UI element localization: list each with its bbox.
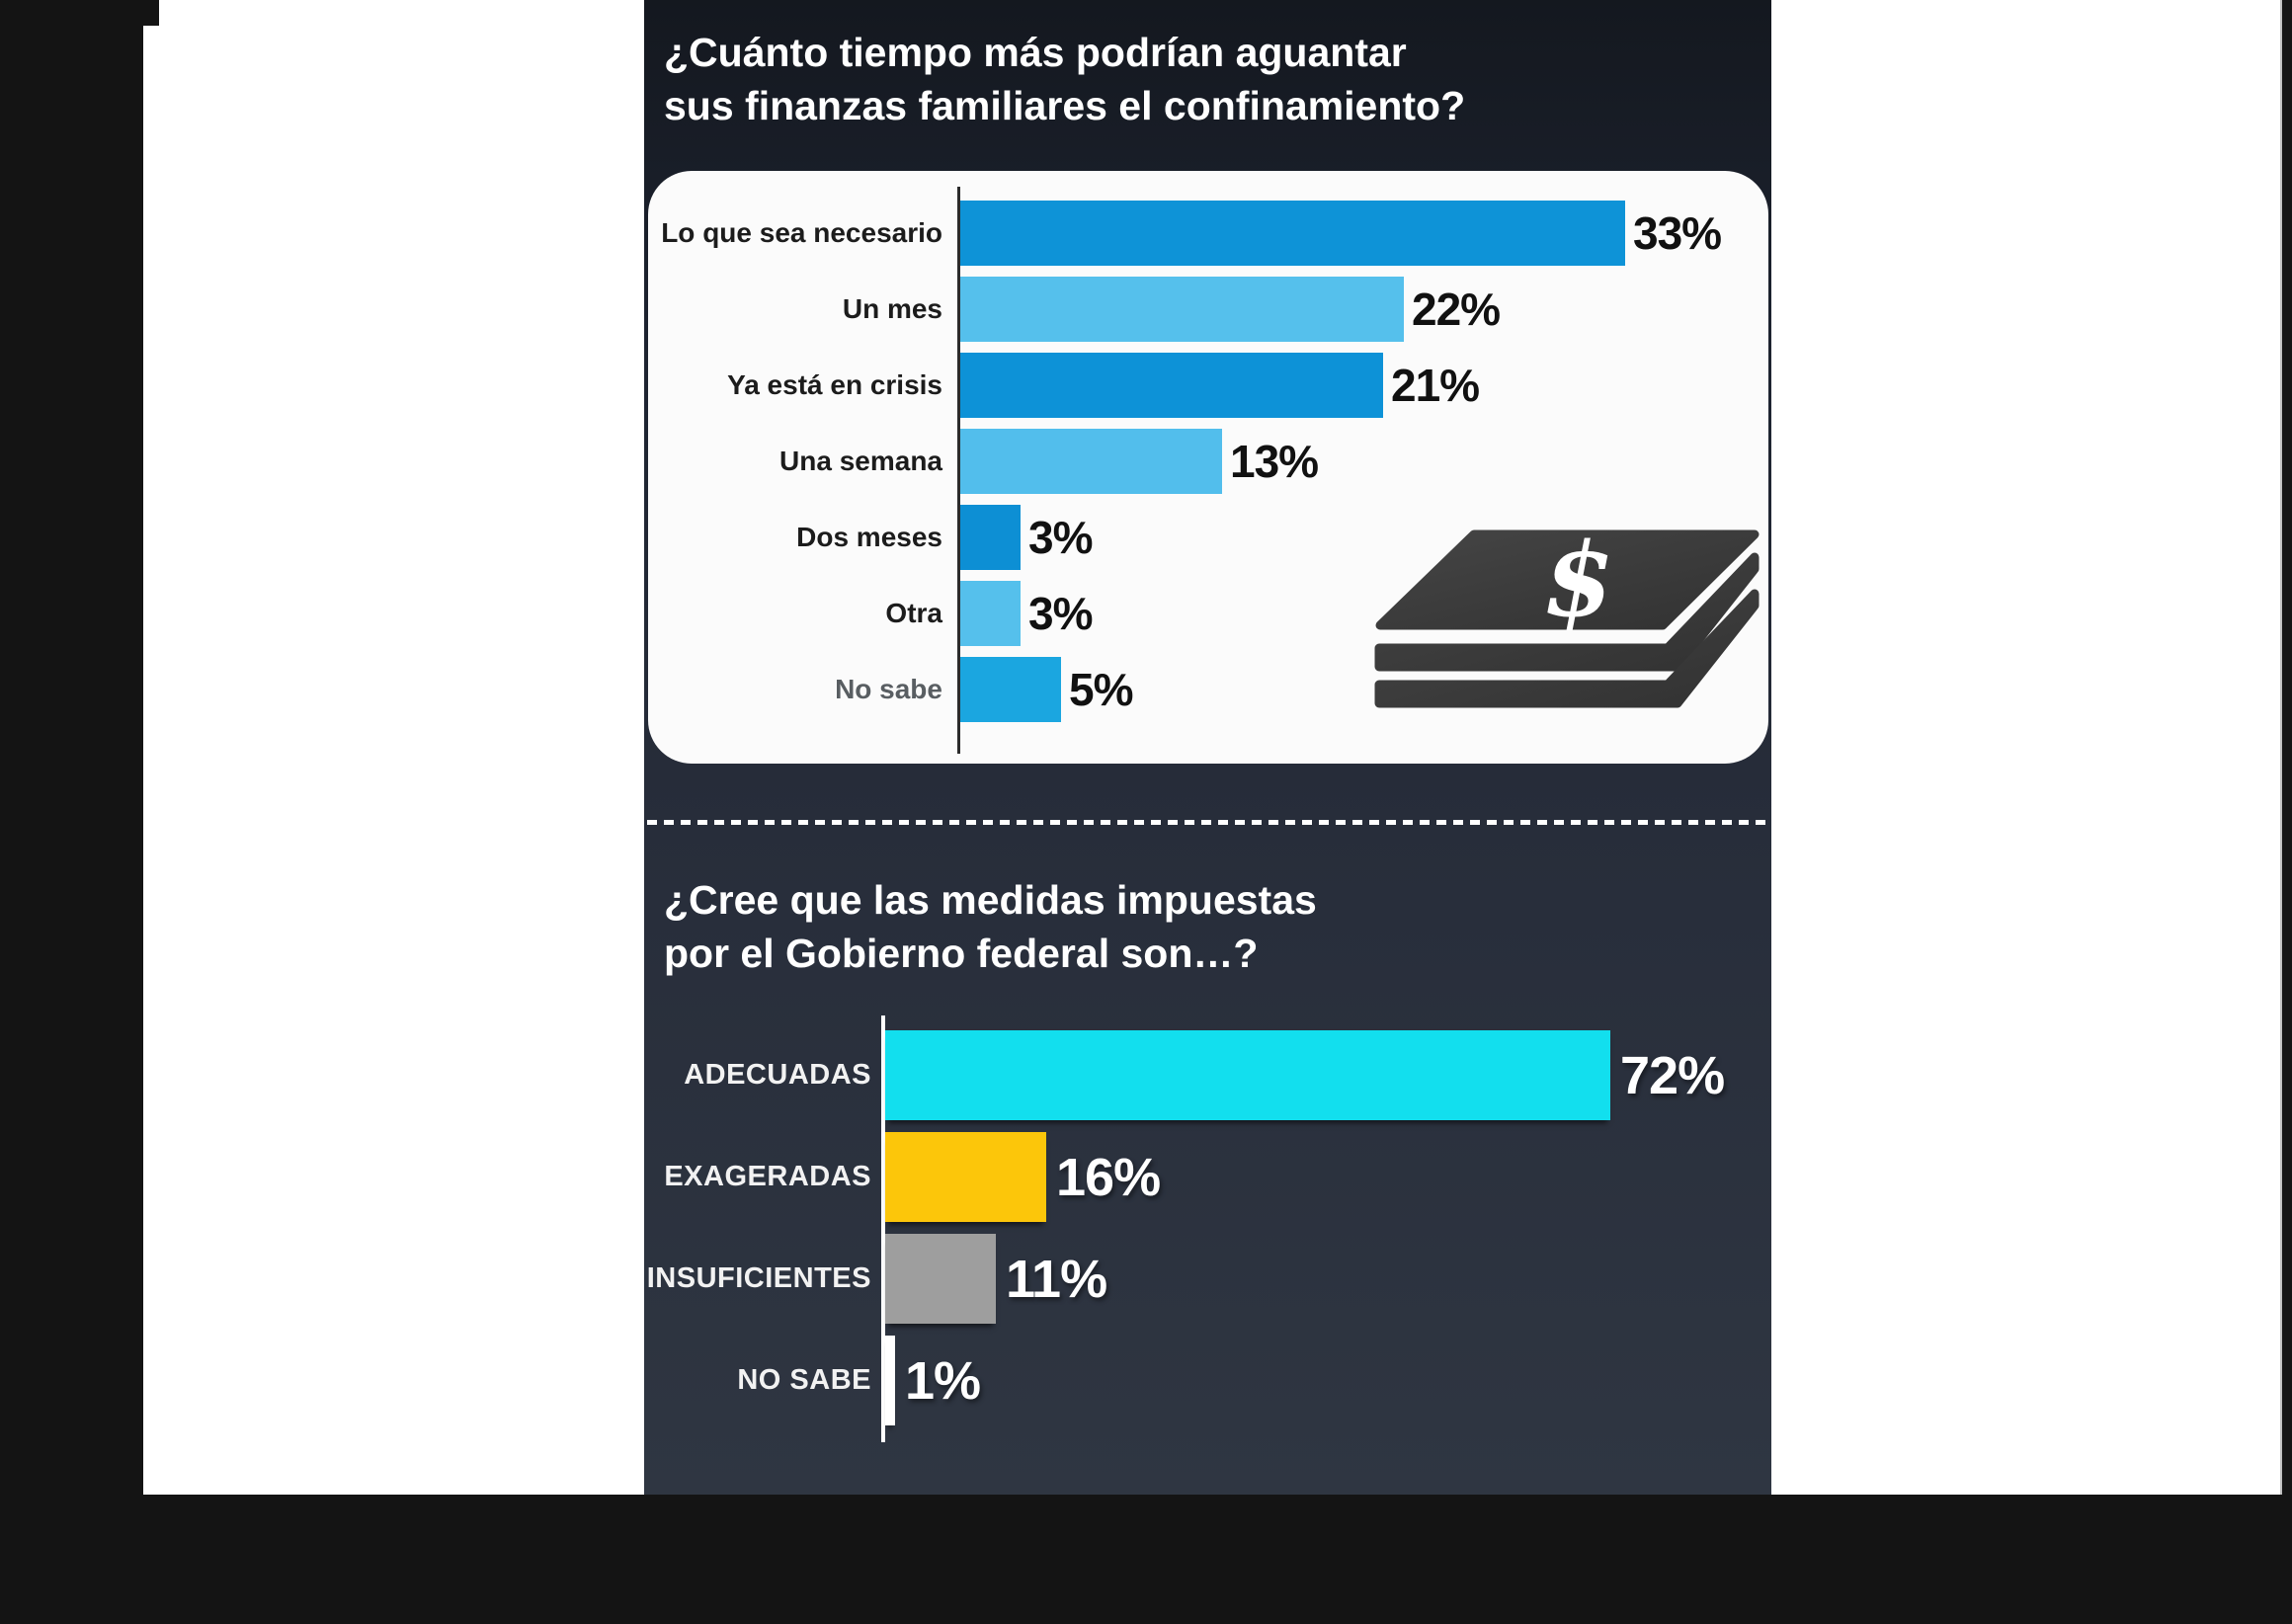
chart2-title-line1: ¿Cree que las medidas impuestas xyxy=(664,877,1317,923)
bar xyxy=(960,505,1021,570)
dollar-glyph: $ xyxy=(1543,528,1614,640)
bar-value-label: 11% xyxy=(1006,1249,1107,1309)
bar xyxy=(885,1030,1610,1120)
bar xyxy=(960,581,1021,646)
bar-value-label: 3% xyxy=(1028,512,1093,563)
bar xyxy=(885,1234,996,1324)
bar-category-label: INSUFICIENTES xyxy=(646,1262,871,1294)
corner-notch xyxy=(143,0,159,26)
bar-row: Un mes 22% xyxy=(648,277,1768,342)
infographic-panel: ¿Cuánto tiempo más podrían aguantar sus … xyxy=(644,0,1771,1495)
finances-chart-card: Lo que sea necesario 33% Un mes 22% Ya está … xyxy=(648,171,1768,764)
chart2-axis xyxy=(881,1015,885,1442)
bar-value-label: 13% xyxy=(1230,436,1319,487)
chart2-title: ¿Cree que las medidas impuestas por el G… xyxy=(664,873,1317,980)
chart1-title-line2: sus finanzas familiares el confinamiento… xyxy=(664,83,1466,129)
bar-row: INSUFICIENTES 11% xyxy=(644,1234,1771,1324)
bar xyxy=(885,1132,1046,1222)
money-band-2 xyxy=(1374,589,1760,708)
bar-row: Dos meses 3% xyxy=(648,505,1768,570)
bar-value-label: 16% xyxy=(1056,1147,1161,1207)
chart1-axis xyxy=(957,187,960,754)
bar-value-label: 22% xyxy=(1412,284,1501,335)
bar-category-label: ADECUADAS xyxy=(684,1059,871,1091)
bar-row: ADECUADAS 72% xyxy=(644,1030,1771,1120)
bar xyxy=(960,277,1404,342)
bar-value-label: 33% xyxy=(1633,207,1722,259)
bar xyxy=(960,201,1625,266)
bar-category-label: EXAGERADAS xyxy=(664,1161,871,1192)
bar-value-label: 72% xyxy=(1620,1045,1725,1105)
bar xyxy=(885,1336,895,1425)
bar-value-label: 5% xyxy=(1069,664,1133,715)
bar-row: NO SABE 1% xyxy=(644,1336,1771,1425)
bar-value-label: 1% xyxy=(905,1350,981,1411)
chart1-rows: Lo que sea necesario 33% Un mes 22% Ya está … xyxy=(648,201,1768,733)
chart2-title-line2: por el Gobierno federal son…? xyxy=(664,931,1259,977)
bar-row: Una semana 13% xyxy=(648,429,1768,494)
bar-category-label: Lo que sea necesario xyxy=(661,217,942,248)
bar-category-label: Una semana xyxy=(779,446,942,476)
bar xyxy=(960,657,1061,722)
money-band-1 xyxy=(1374,552,1760,672)
bar-row: No sabe 5% xyxy=(648,657,1768,722)
bar-category-label: NO SABE xyxy=(737,1364,871,1396)
chart1-title: ¿Cuánto tiempo más podrían aguantar sus … xyxy=(664,26,1465,132)
bar-row: EXAGERADAS 16% xyxy=(644,1132,1771,1222)
bar-row: Otra 3% xyxy=(648,581,1768,646)
money-top-face xyxy=(1375,529,1760,630)
bar-category-label: Otra xyxy=(885,598,942,628)
bar xyxy=(960,353,1383,418)
bar-row: Ya está en crisis 21% xyxy=(648,353,1768,418)
bar-category-label: Un mes xyxy=(842,293,942,324)
bar-row: Lo que sea necesario 33% xyxy=(648,201,1768,266)
chart2-rows: ADECUADAS 72% EXAGERADAS 16% INSUFICIENTES 11… xyxy=(644,1030,1771,1437)
bar xyxy=(960,429,1222,494)
bar-category-label: Dos meses xyxy=(796,522,942,552)
bar-value-label: 21% xyxy=(1391,360,1480,411)
money-stack-icon: $ xyxy=(1374,528,1760,708)
dashed-divider xyxy=(647,820,1768,825)
bar-value-label: 3% xyxy=(1028,588,1093,639)
chart1-title-line1: ¿Cuánto tiempo más podrían aguantar xyxy=(664,30,1407,75)
bar-category-label: No sabe xyxy=(835,674,942,704)
bar-category-label: Ya está en crisis xyxy=(727,369,942,400)
